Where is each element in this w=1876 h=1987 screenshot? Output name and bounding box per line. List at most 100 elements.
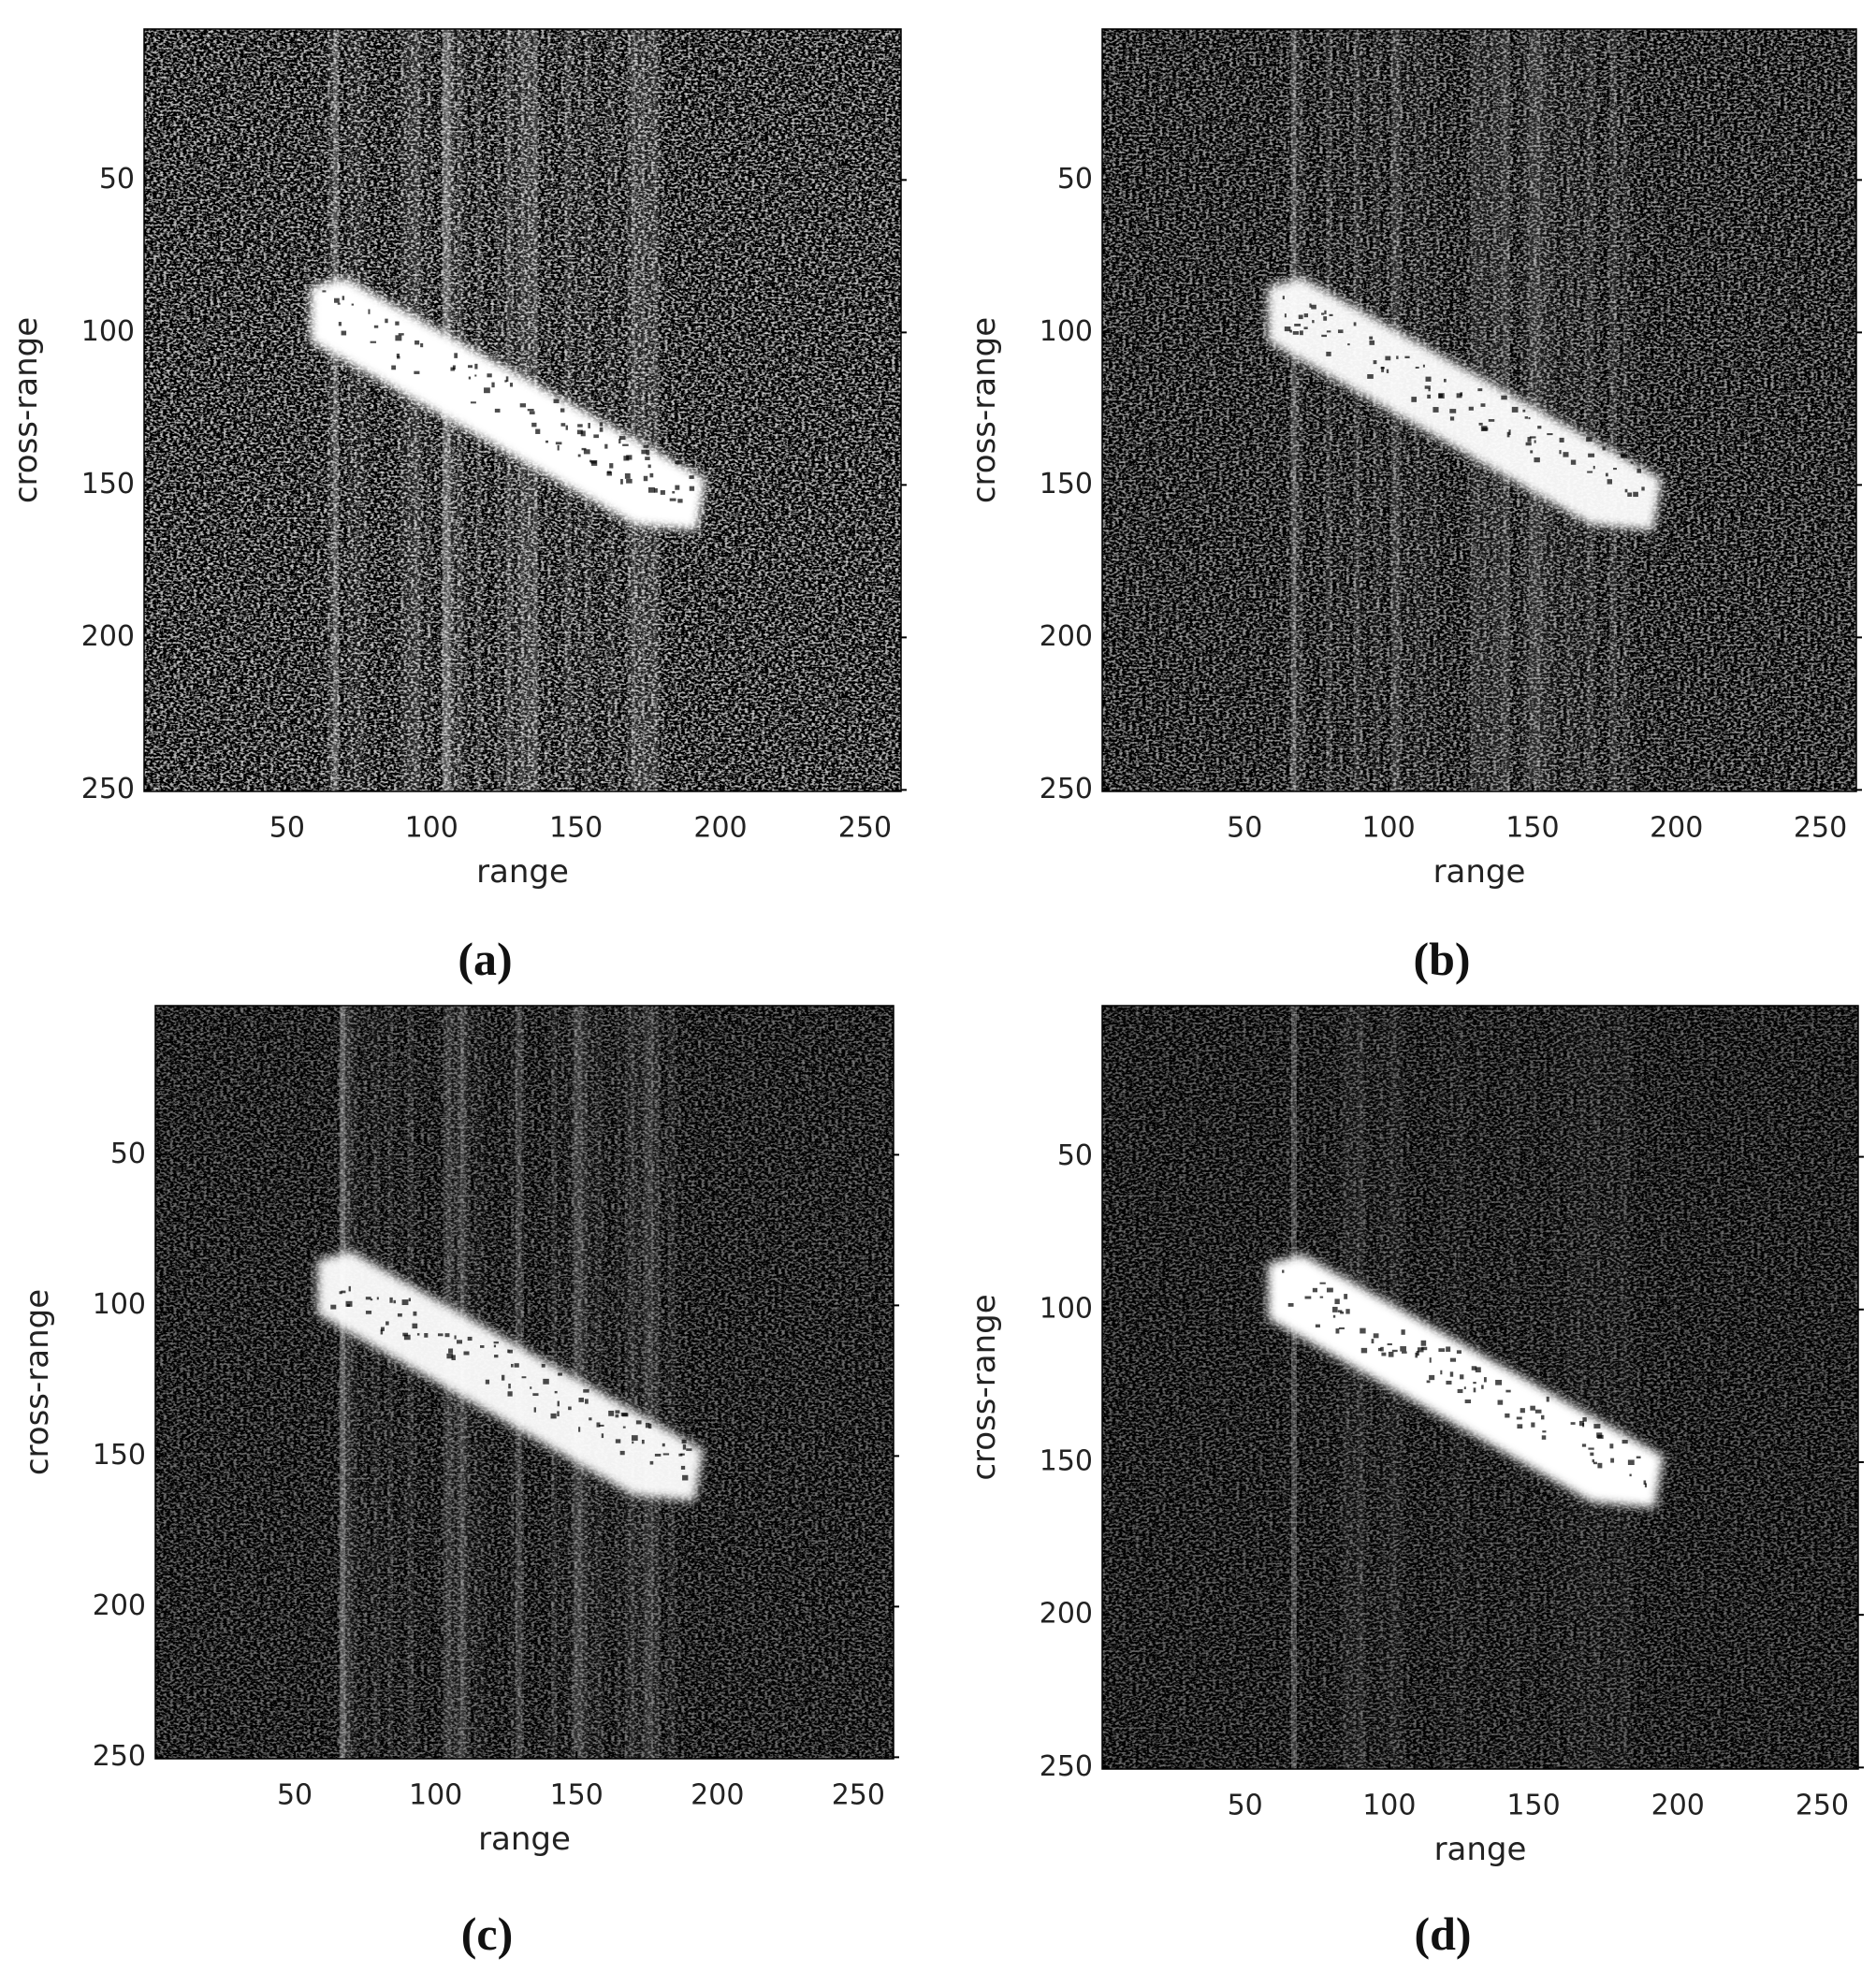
x-tick-label: 100 xyxy=(405,812,458,845)
stripe xyxy=(1587,29,1596,791)
speck xyxy=(645,1422,650,1429)
speck xyxy=(647,486,655,493)
speck xyxy=(1605,472,1608,477)
stripe xyxy=(347,29,354,791)
stripe xyxy=(327,29,339,791)
speck xyxy=(1338,1327,1345,1329)
speck xyxy=(1401,1329,1405,1335)
speck xyxy=(669,498,676,501)
speck xyxy=(1334,1298,1340,1305)
speck xyxy=(450,367,455,371)
speck xyxy=(1505,1389,1511,1393)
speck xyxy=(641,449,647,455)
speck xyxy=(402,1332,409,1337)
speck xyxy=(1369,340,1375,345)
speck xyxy=(635,1420,642,1425)
stripe xyxy=(340,1006,346,1759)
speck xyxy=(1319,1296,1324,1298)
speck xyxy=(1404,355,1410,359)
stripe xyxy=(595,1006,603,1759)
stripe xyxy=(1565,29,1575,791)
stripe xyxy=(1326,29,1332,791)
speck xyxy=(504,380,507,383)
speck xyxy=(649,472,654,478)
speck xyxy=(1326,351,1331,356)
stripe xyxy=(414,29,423,791)
stripe xyxy=(1584,29,1592,791)
speck xyxy=(1426,1380,1431,1384)
speck xyxy=(1516,1416,1522,1420)
speck xyxy=(424,1333,429,1338)
stripe xyxy=(658,1006,662,1759)
speck xyxy=(457,1340,463,1344)
stripe xyxy=(630,1006,634,1759)
speck xyxy=(1630,461,1634,464)
speck xyxy=(585,1399,589,1404)
speck xyxy=(337,302,341,305)
stripe xyxy=(1538,29,1547,791)
panel: 50 100 150 200 250 50 100 150 200 250 range cross-r… xyxy=(7,28,907,985)
speck xyxy=(1449,1371,1454,1377)
speck xyxy=(341,330,347,336)
speck xyxy=(1643,1480,1647,1486)
speck xyxy=(1369,336,1374,340)
stripe xyxy=(632,29,636,791)
stripe xyxy=(1290,29,1297,791)
speck xyxy=(623,456,630,461)
speck xyxy=(1477,388,1483,392)
x-axis-label: range xyxy=(476,853,569,891)
speck xyxy=(521,1376,527,1379)
speck xyxy=(1311,304,1316,310)
speck xyxy=(1421,1346,1428,1351)
stripe xyxy=(1567,1006,1573,1769)
speck xyxy=(1508,429,1511,435)
speck xyxy=(1294,324,1302,326)
speck xyxy=(681,1439,687,1444)
speck xyxy=(1468,406,1474,411)
speck xyxy=(1443,378,1447,383)
speck xyxy=(1371,1339,1374,1344)
speck xyxy=(1332,1306,1338,1313)
speck xyxy=(530,1386,532,1389)
speck xyxy=(689,486,695,491)
panel: 50 100 150 200 250 50 100 150 200 250 range cross-r… xyxy=(19,1005,899,1960)
speck xyxy=(1529,436,1536,439)
speck xyxy=(1326,1287,1333,1293)
x-tick-label: 200 xyxy=(1651,1790,1705,1822)
stripe xyxy=(626,29,635,791)
speck xyxy=(654,1453,662,1457)
speck xyxy=(1415,1352,1418,1358)
speck xyxy=(1428,388,1431,392)
speck xyxy=(1337,1310,1343,1313)
speck xyxy=(501,1374,505,1381)
speck xyxy=(576,429,583,435)
speck xyxy=(1534,440,1536,443)
speck xyxy=(1360,1347,1368,1354)
axes-box xyxy=(1101,28,1857,792)
stripe xyxy=(1608,29,1618,791)
x-tick-label: 50 xyxy=(1228,1790,1263,1822)
speck xyxy=(545,440,548,443)
speck xyxy=(1582,1417,1587,1422)
speck xyxy=(1587,471,1593,473)
speck xyxy=(632,1441,634,1444)
y-tick-label: 100 xyxy=(1040,315,1093,348)
speck xyxy=(647,464,651,469)
speck xyxy=(1344,1294,1348,1299)
speck xyxy=(1481,1385,1484,1389)
speck xyxy=(577,424,583,428)
speck xyxy=(444,1333,450,1338)
speck xyxy=(565,425,568,430)
stripe xyxy=(1382,1006,1385,1769)
speck xyxy=(1319,1282,1326,1284)
caption: (a) xyxy=(458,933,512,985)
speck xyxy=(1607,479,1613,485)
speck xyxy=(508,1349,513,1354)
x-tick-label: 50 xyxy=(269,812,305,845)
speck xyxy=(1425,376,1432,382)
panel: 50 100 150 200 250 50 100 150 200 250 range cross-r… xyxy=(966,28,1862,985)
speck xyxy=(593,434,599,439)
stripe xyxy=(607,29,612,791)
speck xyxy=(532,1393,539,1397)
stripe xyxy=(410,29,421,791)
